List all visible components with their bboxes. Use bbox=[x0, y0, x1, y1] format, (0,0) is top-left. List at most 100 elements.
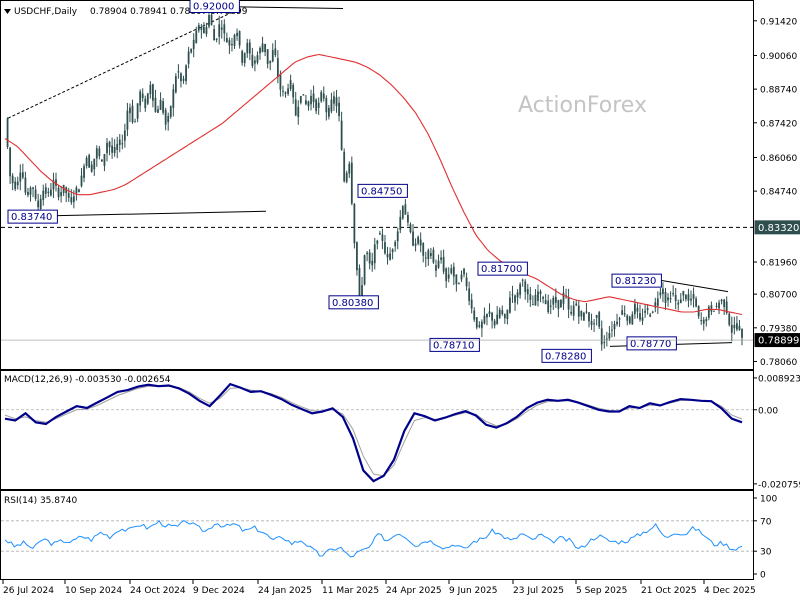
candle-body bbox=[605, 338, 608, 340]
candle-body bbox=[167, 116, 170, 123]
candle-body bbox=[85, 157, 88, 166]
candle-body bbox=[437, 260, 440, 268]
candle-body bbox=[70, 197, 73, 203]
candle-body bbox=[442, 257, 445, 272]
candle-body bbox=[182, 78, 185, 81]
dropdown-triangle-icon[interactable] bbox=[4, 9, 11, 14]
candle-body bbox=[644, 310, 646, 313]
rsi-tick-label: 0 bbox=[760, 571, 766, 581]
candle-body bbox=[639, 313, 641, 320]
candle-body bbox=[93, 158, 96, 170]
svg-text:0.80380: 0.80380 bbox=[332, 298, 373, 309]
candle-body bbox=[730, 324, 733, 333]
candle-body bbox=[238, 31, 241, 46]
candle-body bbox=[460, 274, 463, 280]
price-tick-label: 0.91420 bbox=[760, 17, 797, 27]
candle-body bbox=[633, 303, 636, 315]
candle-body bbox=[631, 314, 634, 325]
candle-body bbox=[705, 318, 708, 322]
candle-body bbox=[14, 181, 17, 189]
time-tick-label: 21 Oct 2025 bbox=[641, 586, 697, 596]
candle-body bbox=[348, 163, 351, 174]
candle-body bbox=[141, 93, 144, 99]
candle-body bbox=[236, 32, 238, 37]
candle-body bbox=[616, 321, 618, 325]
candle-body bbox=[493, 320, 496, 326]
candle-body bbox=[399, 216, 402, 230]
candle-body bbox=[723, 299, 726, 308]
candle-body bbox=[246, 42, 249, 54]
candle-body bbox=[256, 55, 259, 63]
candle-body bbox=[254, 60, 256, 64]
candle-body bbox=[641, 317, 644, 321]
candle-body bbox=[509, 297, 511, 313]
candle-body bbox=[317, 102, 320, 108]
candle-body bbox=[613, 324, 616, 330]
candle-body bbox=[320, 92, 323, 102]
svg-text:0.92000: 0.92000 bbox=[193, 2, 234, 13]
candle-body bbox=[361, 285, 363, 298]
level-label-0.83740: 0.83740 bbox=[7, 209, 58, 224]
candle-body bbox=[733, 324, 736, 329]
candle-body bbox=[42, 190, 45, 200]
candle-body bbox=[67, 193, 70, 198]
candle-body bbox=[544, 300, 547, 305]
time-tick-label: 4 Dec 2025 bbox=[704, 586, 756, 596]
candle-body bbox=[180, 73, 182, 82]
candle-body bbox=[401, 206, 404, 219]
ohlc-values: 0.78904 0.78941 0.78807 0.78899 bbox=[90, 7, 248, 17]
candle-body bbox=[218, 24, 221, 37]
svg-text:0.83320: 0.83320 bbox=[758, 223, 799, 234]
level-label-0.80380: 0.80380 bbox=[328, 295, 379, 310]
candle-body bbox=[496, 314, 499, 325]
candle-body bbox=[700, 320, 703, 322]
candle-body bbox=[376, 240, 379, 244]
macd-tick-label: 0.008923 bbox=[758, 374, 800, 384]
candle-body bbox=[720, 299, 723, 302]
time-tick-label: 24 Oct 2024 bbox=[130, 586, 186, 596]
level-label-0.92000: 0.92000 bbox=[189, 0, 240, 13]
candle-body bbox=[440, 257, 442, 260]
candle-body bbox=[203, 26, 205, 34]
candle-body bbox=[628, 316, 631, 324]
candles bbox=[6, 9, 743, 351]
candle-body bbox=[358, 268, 361, 296]
candle-body bbox=[529, 294, 532, 301]
candle-body bbox=[649, 314, 652, 317]
candle-body bbox=[547, 300, 550, 312]
macd-panel: MACD(12,26,9) -0.003530 -0.002654 0.00892… bbox=[1, 374, 800, 490]
candle-body bbox=[345, 172, 348, 182]
candle-body bbox=[159, 99, 162, 110]
price-tick-label: 0.87420 bbox=[760, 119, 797, 129]
candle-body bbox=[654, 302, 657, 308]
candle-body bbox=[718, 302, 720, 309]
candle-body bbox=[185, 65, 187, 82]
candle-body bbox=[603, 342, 606, 344]
candle-body bbox=[600, 328, 603, 345]
candle-body bbox=[429, 253, 432, 256]
candle-body bbox=[315, 99, 318, 112]
candle-body bbox=[687, 294, 690, 301]
candle-body bbox=[674, 294, 677, 302]
macd-signal-line bbox=[4, 385, 743, 477]
candle-body bbox=[506, 309, 509, 319]
candle-body bbox=[371, 260, 374, 266]
candle-body bbox=[626, 315, 629, 321]
candle-body bbox=[208, 15, 210, 27]
candle-body bbox=[526, 289, 529, 295]
candle-body bbox=[157, 109, 159, 113]
candle-body bbox=[498, 309, 501, 318]
candle-body bbox=[103, 154, 106, 166]
price-tick-label: 0.90060 bbox=[760, 52, 797, 62]
candle-body bbox=[483, 315, 486, 324]
candle-body bbox=[463, 268, 465, 275]
candle-body bbox=[98, 148, 101, 157]
chart-header: USDCHF,Daily 0.78904 0.78941 0.78807 0.7… bbox=[4, 7, 248, 17]
candle-body bbox=[11, 175, 14, 184]
candle-body bbox=[292, 84, 295, 98]
candle-body bbox=[210, 14, 213, 25]
svg-text:0.78899: 0.78899 bbox=[758, 336, 799, 347]
candle-body bbox=[299, 96, 302, 103]
candle-body bbox=[335, 97, 338, 107]
candle-body bbox=[108, 141, 111, 148]
